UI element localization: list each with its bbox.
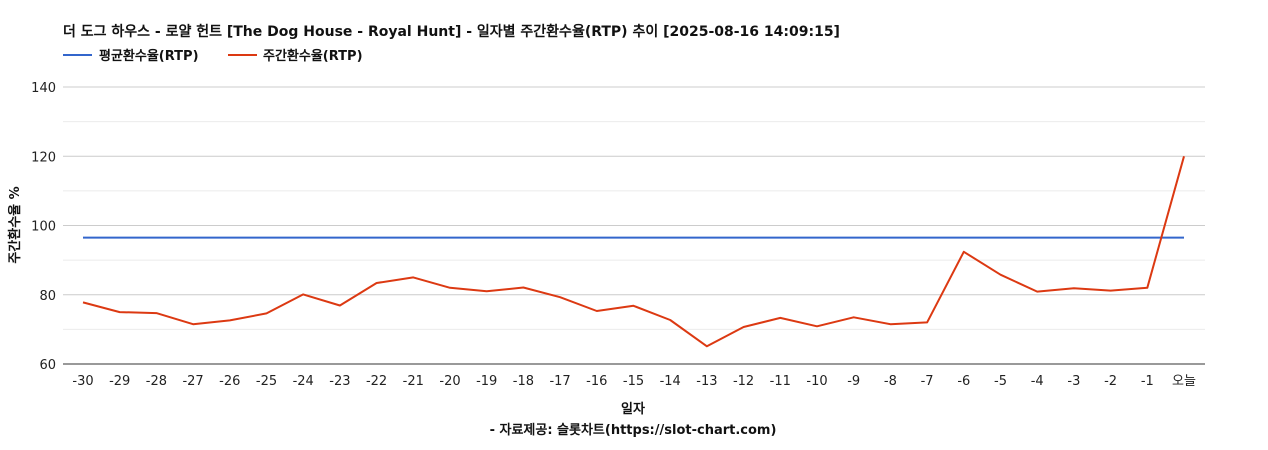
x-tick-label: -17 [549, 374, 570, 389]
x-tick-label: -10 [806, 374, 827, 389]
x-tick-label: -16 [586, 374, 607, 389]
x-tick-label: -24 [293, 374, 314, 389]
x-tick-label: -29 [109, 374, 130, 389]
x-tick-label: -23 [329, 374, 350, 389]
x-tick-label: -30 [72, 374, 93, 389]
legend-label-average: 평균환수율(RTP) [99, 48, 199, 64]
y-axis-ticks: 60 80 100 120 140 [31, 81, 56, 373]
x-tick-label: -18 [513, 374, 534, 389]
y-tick-label: 80 [39, 289, 56, 304]
x-tick-label: -5 [994, 374, 1007, 389]
x-tick-label: -7 [921, 374, 934, 389]
y-tick-label: 120 [31, 150, 56, 165]
x-tick-label: -6 [957, 374, 970, 389]
series-layer [82, 156, 1185, 348]
x-tick-label: -14 [660, 374, 681, 389]
x-tick-label: -27 [182, 374, 203, 389]
y-tick-label: 100 [31, 220, 56, 235]
x-tick-label: -2 [1104, 374, 1117, 389]
x-axis-ticks: -30 -29 -28 -27 -26 -25 -24 -23 -22 -21 -20 -19 -18-… [72, 374, 1196, 389]
series-line-weekly [82, 156, 1185, 348]
x-tick-label: -3 [1067, 374, 1080, 389]
x-tick-label: -15 [623, 374, 644, 389]
x-tick-label: 오늘 [1172, 374, 1196, 389]
y-tick-label: 60 [39, 358, 56, 373]
legend: 평균환수율(RTP) 주간환수율(RTP) [63, 48, 363, 64]
x-tick-label: -25 [256, 374, 277, 389]
chart-title: 더 도그 하우스 - 로얄 헌트 [The Dog House - Royal … [63, 23, 840, 40]
x-tick-label: -21 [403, 374, 424, 389]
x-tick-label: -11 [770, 374, 791, 389]
gridlines [63, 86, 1205, 365]
x-tick-label: -9 [847, 374, 860, 389]
x-tick-label: -4 [1031, 374, 1044, 389]
x-tick-label: -22 [366, 374, 387, 389]
y-tick-label: 140 [31, 81, 56, 96]
x-tick-label: -20 [439, 374, 460, 389]
x-axis-title: 일자 [621, 402, 645, 417]
x-tick-label: -13 [696, 374, 717, 389]
legend-label-weekly: 주간환수율(RTP) [263, 48, 363, 64]
x-tick-label: -26 [219, 374, 240, 389]
x-tick-label: -1 [1141, 374, 1154, 389]
y-axis-title: 주간환수율 % [7, 186, 23, 263]
x-tick-label: -28 [146, 374, 167, 389]
x-tick-label: -19 [476, 374, 497, 389]
x-tick-label: -12 [733, 374, 754, 389]
source-note: - 자료제공: 슬롯차트(https://slot-chart.com) [490, 422, 777, 438]
x-tick-label: -8 [884, 374, 897, 389]
